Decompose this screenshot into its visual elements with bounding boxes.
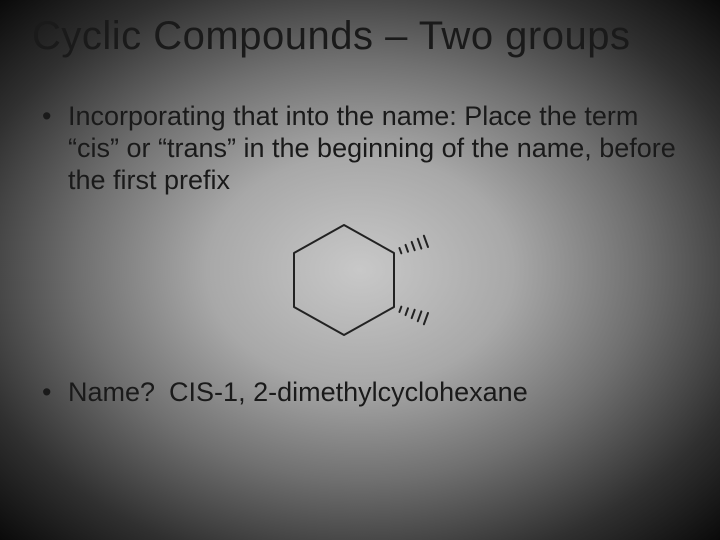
slide: Cyclic Compounds – Two groups Incorporat… xyxy=(0,0,720,540)
slide-title: Cyclic Compounds – Two groups xyxy=(32,14,688,59)
slide-content: Incorporating that into the name: Place … xyxy=(32,101,688,408)
answer-item: Name? CIS-1, 2-dimethylcyclohexane xyxy=(40,377,688,409)
answer-value: CIS-1, 2-dimethylcyclohexane xyxy=(169,377,528,409)
answer-list: Name? CIS-1, 2-dimethylcyclohexane xyxy=(40,377,688,409)
bullet-item: Incorporating that into the name: Place … xyxy=(40,101,688,197)
cyclohexane-structure-icon xyxy=(284,215,444,345)
structure-diagram xyxy=(40,215,688,345)
bullet-list: Incorporating that into the name: Place … xyxy=(40,101,688,197)
answer-label: Name? xyxy=(68,377,155,409)
